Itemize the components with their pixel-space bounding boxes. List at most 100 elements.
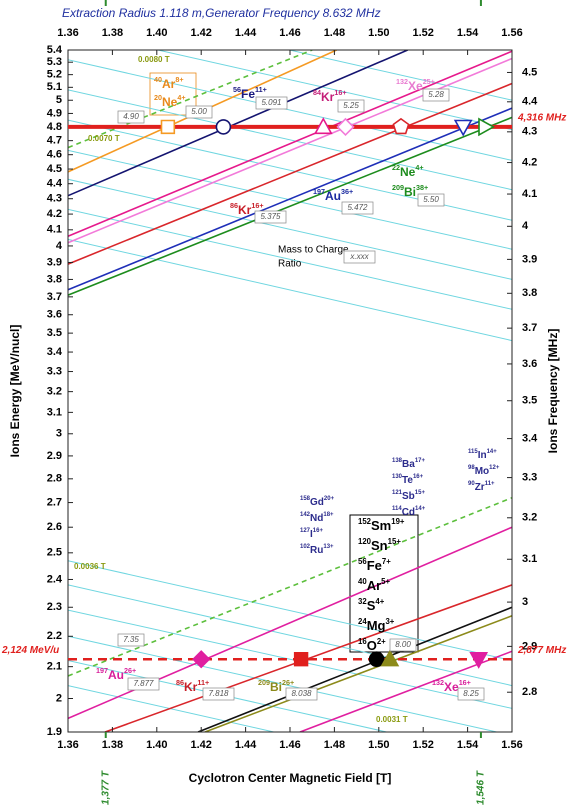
ion-charge: 4+ xyxy=(177,93,185,102)
x-tick-label: 1.40 xyxy=(146,739,167,751)
ion-charge: 16+ xyxy=(251,201,263,210)
x-tick-label: 1.50 xyxy=(368,739,389,751)
ion-charge: 16+ xyxy=(334,88,346,97)
ratio-box xyxy=(255,96,288,110)
ion-mass: 102 xyxy=(300,544,311,550)
ion-charge: 11+ xyxy=(197,678,209,687)
level-label: 2,124 MeV/u xyxy=(1,645,59,656)
ratio-box xyxy=(117,633,145,647)
ion-symbol: Gd xyxy=(310,497,324,508)
ion-mass: 138 xyxy=(392,458,403,464)
marker xyxy=(336,117,355,137)
ion-box xyxy=(349,514,419,653)
y-tick-label: 3.5 xyxy=(47,327,62,339)
field-marker-label: 1,377 T xyxy=(100,770,111,805)
ion-symbol: Au xyxy=(325,189,341,203)
x-tick-label: 1.48 xyxy=(324,739,345,751)
ion-symbol: Nd xyxy=(310,513,323,524)
ion-charge: 2+ xyxy=(377,637,386,646)
ion-label: 86Kr11+ xyxy=(176,678,209,694)
ion-symbol: Ne xyxy=(400,165,416,179)
y-tick-label: 2.7 xyxy=(47,496,62,508)
ratio-box xyxy=(337,99,365,113)
y2-tick-label: 4.2 xyxy=(522,156,537,168)
ion-symbol: Bi xyxy=(270,680,282,694)
ion-charge: 26+ xyxy=(124,666,136,675)
ion-label: 98Mo12+ xyxy=(468,465,500,477)
y2-tick-label: 3.8 xyxy=(522,287,537,299)
ion-charge: 15+ xyxy=(415,490,426,496)
x-tick-label-top: 1.52 xyxy=(412,27,433,39)
x-tick-label: 1.52 xyxy=(412,739,433,751)
ion-symbol: Kr xyxy=(321,90,335,104)
y-tick-label: 5.1 xyxy=(47,81,62,93)
ion-mass: 158 xyxy=(300,496,311,502)
ion-symbol: Mg xyxy=(367,618,386,633)
ion-charge: 26+ xyxy=(282,678,294,687)
ion-charge: 4+ xyxy=(375,597,384,606)
ratio-label: 5.00 xyxy=(191,107,207,116)
chart-title: Extraction Radius 1.118 m,Generator Freq… xyxy=(62,6,381,20)
ion-mass: 56 xyxy=(233,85,241,94)
x-tick-label: 1.46 xyxy=(279,739,300,751)
series-line xyxy=(68,50,512,237)
marker xyxy=(392,117,410,135)
ion-symbol: Kr xyxy=(184,680,198,694)
ratio-label: 8.25 xyxy=(463,689,479,698)
ion-symbol: O xyxy=(367,638,377,653)
ratio-label: 5.472 xyxy=(347,203,368,212)
y2-tick-label: 3.3 xyxy=(522,471,537,483)
ion-charge: 12+ xyxy=(489,465,500,471)
y2-tick-label: 3 xyxy=(522,596,528,608)
ion-symbol: Bi xyxy=(404,185,416,199)
x-tick-label-top: 1.42 xyxy=(190,27,211,39)
x-tick-label-top: 1.46 xyxy=(279,27,300,39)
series-line xyxy=(68,609,512,709)
ratio-box xyxy=(127,677,160,691)
ion-symbol: Sm xyxy=(371,518,391,533)
ion-symbol: Ne xyxy=(162,95,178,109)
ion-charge: 15+ xyxy=(388,537,402,546)
ratio-box xyxy=(457,687,485,701)
ion-charge: 5+ xyxy=(381,577,390,586)
y-tick-label: 3.2 xyxy=(47,386,62,398)
ratio-label: 5.50 xyxy=(423,195,439,204)
ion-charge: 16+ xyxy=(313,528,324,534)
ion-symbol: Kr xyxy=(238,203,252,217)
ion-mass: 20 xyxy=(154,93,162,102)
ion-charge: 20+ xyxy=(324,496,335,502)
legend-text: Mass to Charge xyxy=(278,245,349,256)
ion-mass: 197 xyxy=(313,187,325,196)
ion-mass: 90 xyxy=(468,481,475,487)
ion-label: 90Zr11+ xyxy=(468,481,495,493)
ratio-label: 7.35 xyxy=(123,635,139,644)
y-axis-title: Ions Energy [MeV/nucl] xyxy=(8,325,22,458)
series-line xyxy=(68,50,313,149)
ion-charge: 14+ xyxy=(487,449,498,455)
ion-mass: 121 xyxy=(392,490,403,496)
field-marker-label: 1,546 T xyxy=(476,770,487,805)
ion-symbol: Mo xyxy=(475,466,489,477)
x-tick-label-top: 1.38 xyxy=(102,27,123,39)
field-label: 0.0070 T xyxy=(88,134,120,143)
y-tick-label: 3.4 xyxy=(47,346,63,358)
series-line xyxy=(68,89,512,191)
y-tick-label: 2.5 xyxy=(47,547,62,559)
y-tick-label: 4.7 xyxy=(47,135,62,147)
ratio-label: 8.00 xyxy=(395,640,411,649)
ion-label: 142Nd18+ xyxy=(300,512,334,524)
ion-label: 20Ne4+ xyxy=(154,93,186,109)
ion-mass: 132 xyxy=(432,678,444,687)
series-line xyxy=(197,606,512,732)
y-tick-label: 3.6 xyxy=(47,309,62,321)
field-label: 0.0036 T xyxy=(74,562,106,571)
ion-symbol: Xe xyxy=(444,680,459,694)
ion-mass: 16 xyxy=(358,637,367,646)
ion-charge: 11+ xyxy=(255,85,267,94)
x-tick-label: 1.42 xyxy=(190,739,211,751)
series-line xyxy=(68,496,512,677)
ion-mass: 115 xyxy=(468,449,478,455)
ratio-box xyxy=(389,638,417,652)
ion-charge: 13+ xyxy=(323,544,334,550)
ion-label: 16O2+ xyxy=(358,637,386,654)
